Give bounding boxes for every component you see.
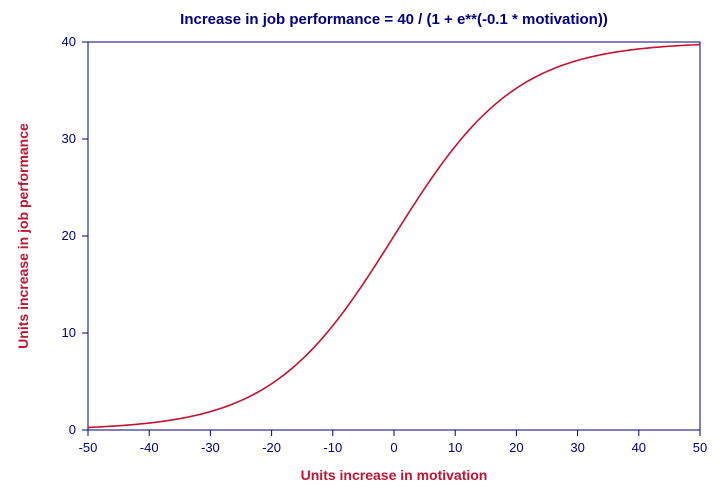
x-tick-label: 40 [632,440,646,455]
x-tick-label: 30 [570,440,584,455]
chart-container: Increase in job performance = 40 / (1 + … [0,0,720,500]
y-tick-label: 40 [62,34,76,49]
x-tick-label: -30 [201,440,220,455]
y-tick-label: 30 [62,131,76,146]
y-tick-label: 20 [62,228,76,243]
chart-svg: Increase in job performance = 40 / (1 + … [0,0,720,500]
x-tick-label: -10 [323,440,342,455]
chart-title: Increase in job performance = 40 / (1 + … [180,11,608,28]
x-tick-label: 20 [509,440,523,455]
x-tick-label: -20 [262,440,281,455]
y-tick-label: 10 [62,325,76,340]
y-tick-label: 0 [69,422,76,437]
x-axis-label: Units increase in motivation [301,467,488,483]
x-tick-label: 50 [693,440,707,455]
x-tick-label: 0 [390,440,397,455]
y-axis-label: Units increase in job performance [15,123,31,349]
chart-background [0,0,720,500]
x-tick-label: -50 [79,440,98,455]
x-tick-label: 10 [448,440,462,455]
x-tick-label: -40 [140,440,159,455]
